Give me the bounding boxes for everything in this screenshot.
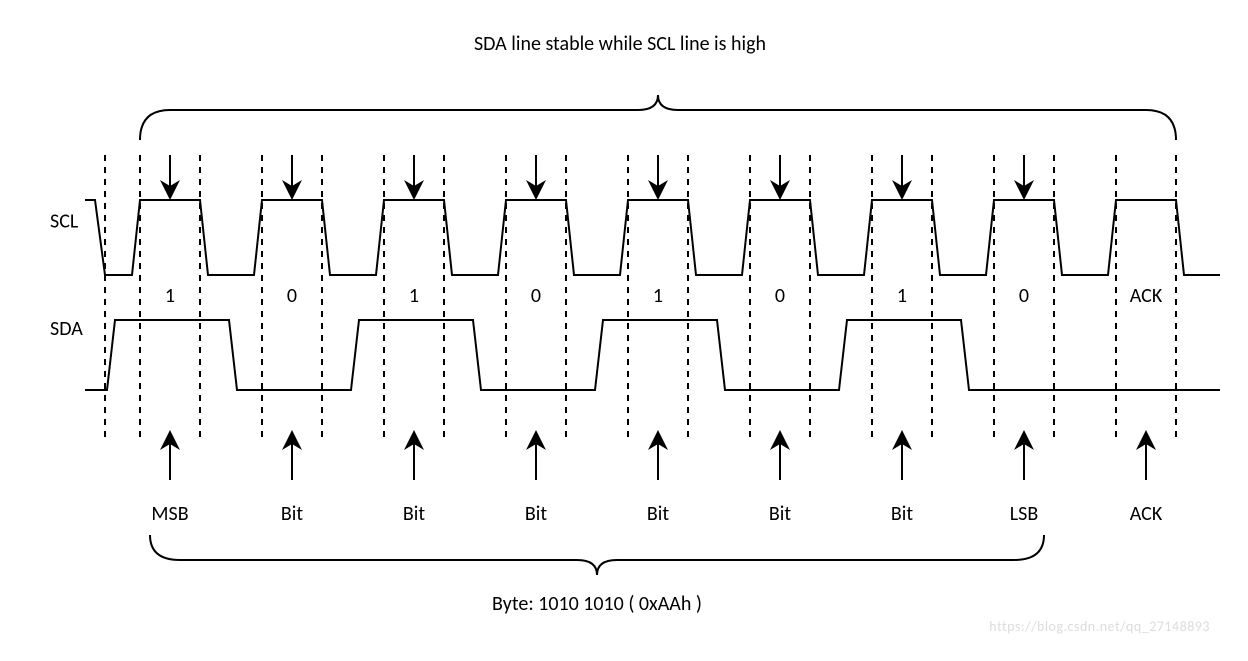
svg-text:Bit: Bit <box>769 502 791 526</box>
svg-text:1: 1 <box>897 284 907 308</box>
svg-text:Bit: Bit <box>891 502 913 526</box>
svg-text:Byte: 1010 1010 ( 0xAAh ): Byte: 1010 1010 ( 0xAAh ) <box>492 592 702 616</box>
svg-text:LSB: LSB <box>1010 502 1039 526</box>
watermark: https://blog.csdn.net/qq_27148893 <box>989 618 1210 635</box>
svg-text:Bit: Bit <box>525 502 547 526</box>
svg-text:SDA: SDA <box>50 317 83 341</box>
svg-text:Bit: Bit <box>647 502 669 526</box>
svg-text:ACK: ACK <box>1130 502 1163 526</box>
svg-text:SDA line stable while SCL line: SDA line stable while SCL line is high <box>474 32 766 56</box>
svg-text:SCL: SCL <box>50 210 79 234</box>
svg-text:Bit: Bit <box>281 502 303 526</box>
svg-text:0: 0 <box>775 284 785 308</box>
svg-text:MSB: MSB <box>151 502 188 526</box>
svg-text:0: 0 <box>1019 284 1029 308</box>
svg-text:0: 0 <box>531 284 541 308</box>
svg-text:Bit: Bit <box>403 502 425 526</box>
svg-text:0: 0 <box>287 284 297 308</box>
svg-text:1: 1 <box>653 284 663 308</box>
svg-text:1: 1 <box>409 284 419 308</box>
timing-diagram: SDA line stable while SCL line is high SC… <box>20 20 1220 640</box>
svg-text:1: 1 <box>165 284 175 308</box>
svg-text:ACK: ACK <box>1130 284 1163 308</box>
diagram-svg: SDA line stable while SCL line is high SC… <box>20 20 1220 640</box>
